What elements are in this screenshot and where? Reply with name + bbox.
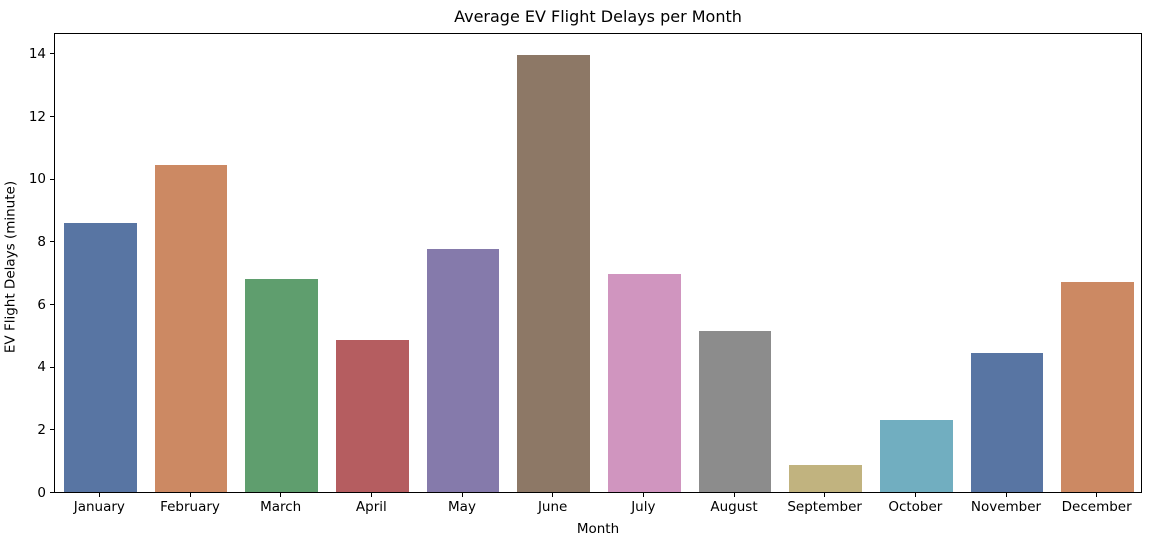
x-tick — [189, 493, 191, 497]
x-tick-label: November — [970, 499, 1042, 515]
bar-october — [880, 419, 953, 492]
y-tick-label: 0 — [37, 484, 46, 501]
y-tick — [50, 366, 54, 368]
x-tick — [370, 493, 372, 497]
bar-january — [64, 222, 137, 492]
y-tick-label: 10 — [28, 171, 46, 188]
x-tick — [733, 493, 735, 497]
y-tick — [50, 429, 54, 431]
chart-title: Average EV Flight Delays per Month — [454, 7, 742, 26]
y-tick-label: 14 — [28, 45, 46, 62]
y-tick — [50, 53, 54, 55]
y-tick — [50, 241, 54, 243]
plot-area — [54, 33, 1142, 493]
bar-september — [789, 465, 862, 492]
bar-march — [245, 278, 318, 492]
x-tick — [1096, 493, 1098, 497]
y-tick — [50, 304, 54, 305]
x-tick — [98, 493, 100, 497]
bar-august — [698, 330, 772, 492]
y-tick — [50, 492, 54, 493]
bar-april — [336, 340, 409, 492]
bar-july — [608, 274, 681, 492]
x-tick-label: December — [1061, 499, 1132, 515]
x-tick — [914, 493, 916, 497]
x-tick — [552, 493, 554, 497]
bar-december — [1061, 282, 1134, 492]
y-tick — [50, 178, 54, 180]
y-tick-label: 12 — [28, 108, 46, 125]
x-tick-label: February — [160, 499, 220, 515]
x-tick-label: January — [73, 499, 125, 515]
y-tick — [50, 116, 54, 118]
x-tick-label: May — [448, 499, 476, 515]
x-tick-label: August — [710, 499, 758, 515]
bar-november — [970, 352, 1044, 492]
x-tick-label: September — [787, 499, 862, 515]
x-tick — [1005, 493, 1007, 497]
x-tick-label: June — [537, 499, 568, 515]
x-tick — [461, 493, 463, 497]
y-tick-label: 2 — [37, 421, 46, 438]
x-tick — [824, 493, 826, 497]
y-tick-label: 8 — [37, 233, 46, 250]
y-tick-label: 6 — [37, 296, 46, 313]
x-tick-label: July — [631, 499, 656, 515]
bar-june — [517, 54, 590, 492]
x-tick-label: April — [355, 499, 387, 515]
y-tick-label: 4 — [37, 359, 46, 376]
x-tick — [280, 493, 282, 497]
x-tick-label: March — [260, 499, 302, 515]
y-axis-label-text: EV Flight Delays (minute) — [2, 180, 19, 354]
bar-may — [426, 249, 500, 492]
bar-february — [154, 164, 228, 492]
x-tick — [642, 493, 644, 497]
x-axis-label: Month — [576, 521, 620, 537]
x-tick-label: October — [888, 499, 943, 515]
